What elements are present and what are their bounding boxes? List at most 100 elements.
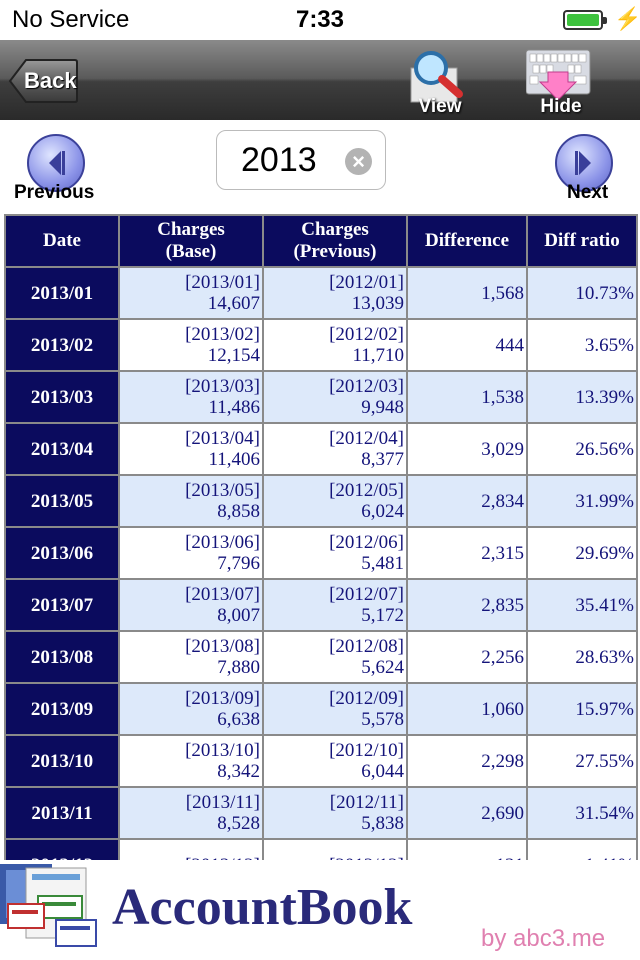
banner-byline: by abc3.me [481, 925, 606, 952]
period-label: [2012/03] [329, 376, 404, 397]
cell-charges-previous: [2012/03] 9,948 [262, 370, 408, 424]
table-row[interactable]: 2013/09 [2013/09] 6,638 [2012/09] 5,578 1,060… [4, 682, 638, 736]
cell-diff-ratio: 3.65% [526, 318, 638, 372]
period-label: [2013/01] [185, 272, 260, 293]
table-row[interactable]: 2013/03 [2013/03] 11,486 [2012/03] 9,948 1,53… [4, 370, 638, 424]
cell-date: 2013/08 [4, 630, 120, 684]
amount-value: 5,838 [361, 813, 404, 834]
header-text: Charges [301, 219, 369, 240]
back-button[interactable]: Back [8, 58, 78, 104]
cell-difference: 2,315 [406, 526, 528, 580]
period-label: [2012/10] [329, 740, 404, 761]
cell-diff-ratio: 29.69% [526, 526, 638, 580]
cell-diff-ratio: 35.41% [526, 578, 638, 632]
amount-value: 5,172 [361, 605, 404, 626]
cell-charges-base: [2013/08] 7,880 [118, 630, 264, 684]
magnifier-icon [410, 51, 463, 103]
period-label: [2013/08] [185, 636, 260, 657]
amount-value: 8,528 [217, 813, 260, 834]
header-text: Charges [157, 219, 225, 240]
amount-value: 11,406 [208, 449, 260, 470]
amount-value: 5,481 [361, 553, 404, 574]
header-text: (Previous) [293, 241, 377, 262]
cell-date: 2013/05 [4, 474, 120, 528]
clear-icon[interactable]: × [345, 148, 372, 175]
header-diff-ratio: Diff ratio [526, 214, 638, 268]
ad-banner[interactable]: AccountBook by abc3.me [0, 860, 640, 960]
amount-value: 14,607 [207, 293, 260, 314]
cell-charges-base: [2013/02] 12,154 [118, 318, 264, 372]
table-row[interactable]: 2013/04 [2013/04] 11,406 [2012/04] 8,377 3,02… [4, 422, 638, 476]
next-label: Next [567, 182, 609, 203]
right-arrow-icon [575, 151, 591, 175]
cell-diff-ratio: 10.73% [526, 266, 638, 320]
header-charges-base: Charges (Base) [118, 214, 264, 268]
table-row[interactable]: 2013/01 [2013/01] 14,607 [2012/01] 13,039 1,5… [4, 266, 638, 320]
cell-diff-ratio: 28.63% [526, 630, 638, 684]
period-label: [2013/03] [185, 376, 260, 397]
period-label: [2013/06] [185, 532, 260, 553]
period-label: [2013/09] [185, 688, 260, 709]
table-row[interactable]: 2013/06 [2013/06] 7,796 [2012/06] 5,481 2,315… [4, 526, 638, 580]
table-row[interactable]: 2013/02 [2013/02] 12,154 [2012/02] 11,710 444… [4, 318, 638, 372]
amount-value: 7,880 [217, 657, 260, 678]
amount-value: 6,638 [217, 709, 260, 730]
carrier-label: No Service [12, 6, 130, 33]
header-difference: Difference [406, 214, 528, 268]
keyboard-hide-icon [525, 49, 591, 101]
cell-charges-base: [2013/04] 11,406 [118, 422, 264, 476]
cell-diff-ratio: 31.54% [526, 786, 638, 840]
view-button[interactable]: View [405, 48, 475, 118]
year-input[interactable]: 2013 × [216, 130, 386, 190]
view-label: View [418, 96, 462, 117]
cell-charges-previous: [2012/01] 13,039 [262, 266, 408, 320]
cell-difference: 1,538 [406, 370, 528, 424]
cell-date: 2013/09 [4, 682, 120, 736]
period-label: [2012/07] [329, 584, 404, 605]
cell-diff-ratio: 15.97% [526, 682, 638, 736]
amount-value: 12,154 [207, 345, 260, 366]
table-row[interactable]: 2013/11 [2013/11] 8,528 [2012/11] 5,838 2,690… [4, 786, 638, 840]
amount-value: 5,624 [361, 657, 404, 678]
previous-button[interactable] [27, 134, 85, 192]
hide-keyboard-button[interactable]: Hide [525, 48, 596, 118]
accountbook-logo-icon [0, 864, 97, 947]
header-text: (Base) [165, 241, 217, 262]
period-label: [2012/06] [329, 532, 404, 553]
cell-date: 2013/02 [4, 318, 120, 372]
cell-diff-ratio: 13.39% [526, 370, 638, 424]
cell-diff-ratio: 31.99% [526, 474, 638, 528]
table-row[interactable]: 2013/10 [2013/10] 8,342 [2012/10] 6,044 2,298… [4, 734, 638, 788]
cell-difference: 2,834 [406, 474, 528, 528]
battery-icon [563, 10, 607, 30]
banner-brand: AccountBook [112, 879, 413, 936]
table-row[interactable]: 2013/08 [2013/08] 7,880 [2012/08] 5,624 2,256… [4, 630, 638, 684]
cell-charges-base: [2013/06] 7,796 [118, 526, 264, 580]
cell-charges-previous: [2012/02] 11,710 [262, 318, 408, 372]
clock: 7:33 [295, 6, 345, 33]
charges-table: Date Charges (Base) Charges (Previous) D… [4, 214, 638, 892]
previous-label: Previous [14, 182, 95, 203]
period-label: [2013/02] [185, 324, 260, 345]
next-button[interactable] [555, 134, 613, 192]
cell-charges-previous: [2012/11] 5,838 [262, 786, 408, 840]
cell-charges-base: [2013/11] 8,528 [118, 786, 264, 840]
amount-value: 13,039 [351, 293, 404, 314]
table-row[interactable]: 2013/05 [2013/05] 8,858 [2012/05] 6,024 2,834… [4, 474, 638, 528]
period-label: [2012/02] [329, 324, 404, 345]
amount-value: 6,024 [361, 501, 404, 522]
table-header: Date Charges (Base) Charges (Previous) D… [4, 214, 638, 268]
table-row[interactable]: 2013/07 [2013/07] 8,007 [2012/07] 5,172 2,835… [4, 578, 638, 632]
period-label: [2013/10] [185, 740, 260, 761]
cell-date: 2013/10 [4, 734, 120, 788]
cell-date: 2013/01 [4, 266, 120, 320]
period-label: [2012/01] [329, 272, 404, 293]
back-arrow-icon [8, 59, 78, 103]
amount-value: 11,710 [352, 345, 404, 366]
cell-charges-base: [2013/07] 8,007 [118, 578, 264, 632]
header-charges-previous: Charges (Previous) [262, 214, 408, 268]
cell-difference: 444 [406, 318, 528, 372]
left-arrow-icon [49, 151, 65, 175]
back-label: Back [24, 68, 77, 93]
cell-difference: 2,835 [406, 578, 528, 632]
